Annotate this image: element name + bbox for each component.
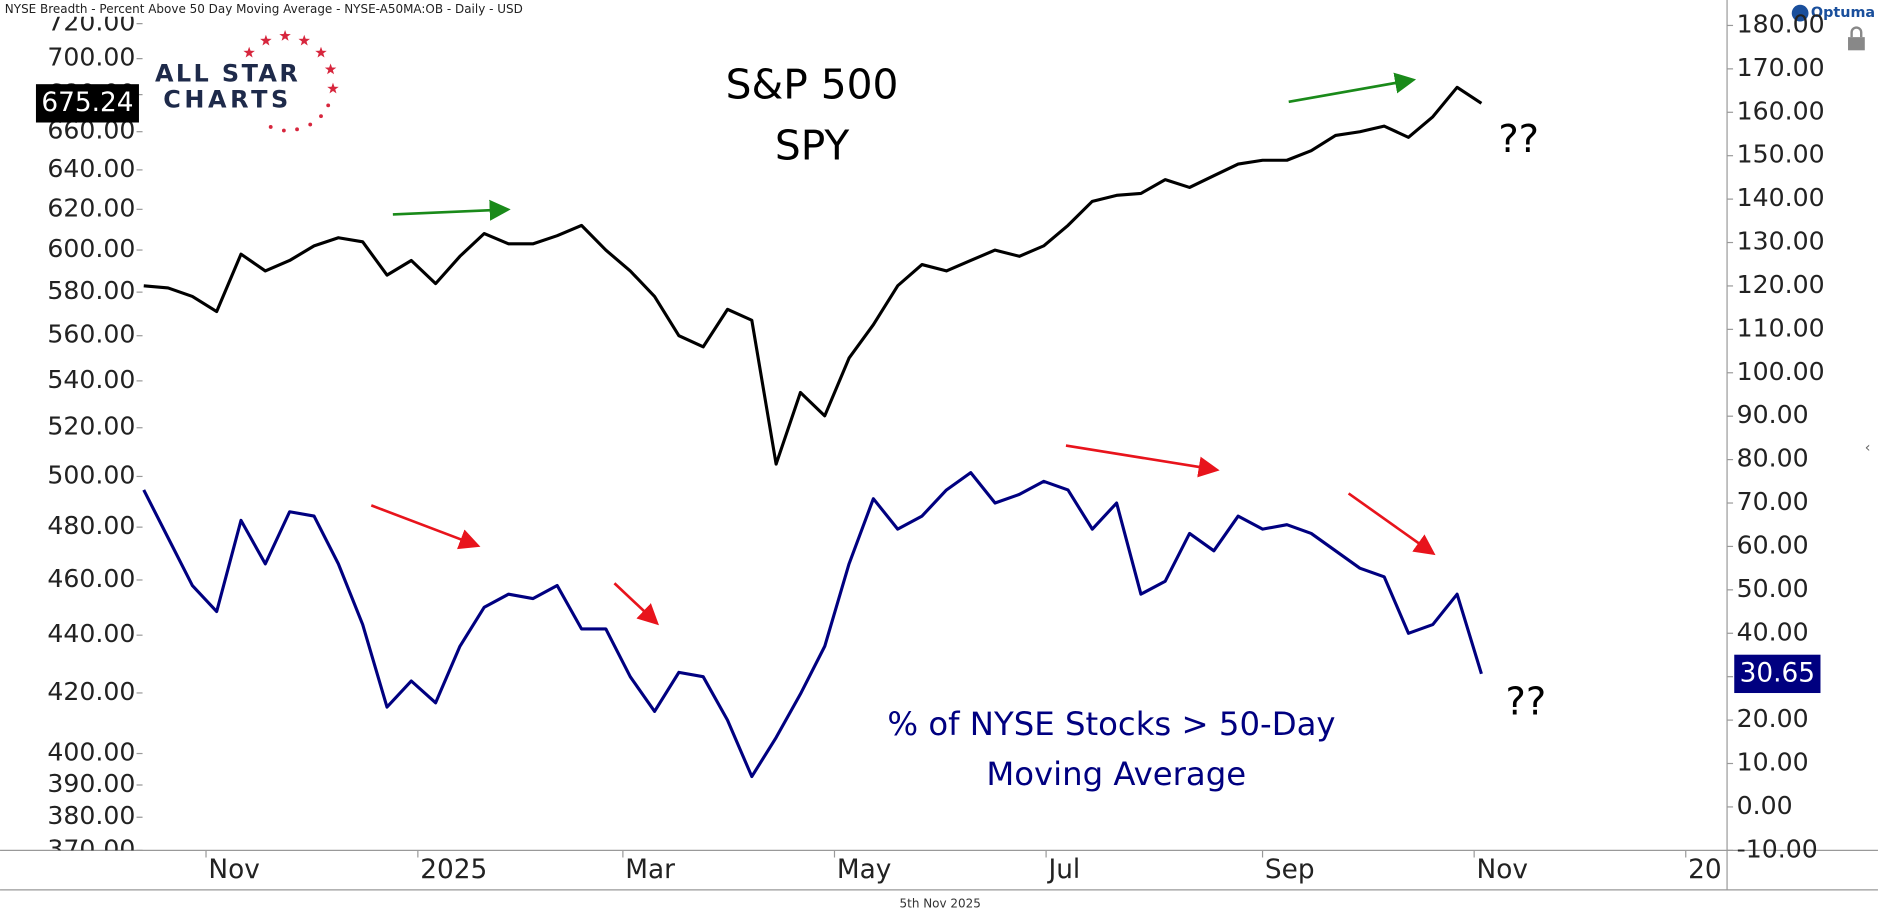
y2-tick-label: 150.00 — [1737, 140, 1825, 169]
y-tick-label: 560.00 — [47, 320, 135, 349]
y-tick-label: 540.00 — [47, 365, 135, 394]
y-tick-label: 390.00 — [47, 769, 135, 798]
header: NYSE Breadth - Percent Above 50 Day Movi… — [5, 2, 523, 16]
y-tick-label: 640.00 — [47, 154, 135, 183]
y2-tick-label: 110.00 — [1737, 313, 1825, 342]
series-line — [143, 85, 1483, 466]
x-tick-label: May — [837, 855, 891, 885]
x-tick-label: Mar — [625, 855, 675, 885]
x-tick-label: Nov — [208, 855, 259, 885]
y-tick-label: 500.00 — [47, 460, 135, 489]
y2-tick-label: 70.00 — [1737, 487, 1809, 516]
y-tick-label: 420.00 — [47, 677, 135, 706]
x-tick-label: Sep — [1265, 855, 1315, 885]
chart-title: S&P 500 — [726, 60, 899, 108]
last-value-label: 30.65 — [1740, 658, 1815, 688]
annotation: % of NYSE Stocks > 50-Day — [887, 705, 1335, 743]
y2-tick-label: 50.00 — [1737, 574, 1809, 603]
frame — [0, 0, 1878, 891]
annotation: ?? — [1498, 117, 1539, 162]
y2-tick-label: 170.00 — [1737, 53, 1825, 82]
y-tick-label: 580.00 — [47, 276, 135, 305]
y-tick-label: 380.00 — [47, 801, 135, 830]
y2-tick-label: 120.00 — [1737, 270, 1825, 299]
x-tick-label: 20 — [1688, 855, 1722, 885]
x-tick-label: 2025 — [420, 855, 487, 885]
y2-tick-label: 60.00 — [1737, 530, 1809, 559]
arrow — [392, 199, 511, 221]
y2-tick-label: 10.00 — [1737, 748, 1809, 777]
y2-tick-label: 0.00 — [1737, 791, 1793, 820]
y-tick-label: 520.00 — [47, 412, 135, 441]
brand-text: Optuma — [1811, 5, 1875, 21]
y-tick-label: 370.00 — [47, 834, 135, 863]
y-tick-label: 480.00 — [47, 511, 135, 540]
last-value-label: 675.24 — [41, 88, 133, 118]
arrow — [613, 582, 659, 626]
chart-title: SPY — [775, 122, 850, 170]
y-tick-label: 620.00 — [47, 193, 135, 222]
y2-axis: -10.000.0010.0020.0030.0040.0050.0060.00… — [1727, 9, 1825, 863]
x-tick-label: Jul — [1046, 855, 1080, 885]
y-tick-label: 700.00 — [47, 43, 135, 72]
annotation: Moving Average — [986, 755, 1246, 793]
lock-icon — [1848, 26, 1865, 51]
y2-tick-label: 100.00 — [1737, 357, 1825, 386]
logo: ALL STAR CHARTS — [155, 29, 339, 133]
last-value-badge — [1734, 654, 1821, 694]
y-tick-label: 720.00 — [47, 8, 135, 37]
y-tick-label: 440.00 — [47, 619, 135, 648]
logo-line: ALL STAR — [155, 59, 300, 87]
arrows — [370, 72, 1436, 626]
x-tick-label: Nov — [1477, 855, 1528, 885]
y-tick-label: 600.00 — [47, 234, 135, 263]
y2-tick-label: 140.00 — [1737, 183, 1825, 212]
y-tick-label: 460.00 — [47, 564, 135, 593]
arrow — [370, 504, 481, 550]
arrow — [1347, 492, 1436, 556]
arrow — [1288, 72, 1417, 104]
y-tick-label: 400.00 — [47, 738, 135, 767]
series-line — [142, 471, 1483, 779]
y2-tick-label: 130.00 — [1737, 227, 1825, 256]
y2-tick-label: 40.00 — [1737, 617, 1809, 646]
y2-tick-label: 90.00 — [1737, 400, 1809, 429]
annotation: ?? — [1506, 680, 1547, 725]
brand: Optuma — [1791, 4, 1875, 22]
y2-tick-label: 160.00 — [1737, 96, 1825, 125]
logo-line: CHARTS — [163, 86, 292, 114]
y2-tick-label: 180.00 — [1737, 9, 1825, 38]
footer: 5th Nov 2025 — [900, 897, 981, 911]
last-value-badge — [35, 84, 139, 123]
y2-tick-label: 20.00 — [1737, 704, 1809, 733]
collapse-toggle[interactable]: ‹ — [1865, 440, 1871, 456]
y2-tick-label: 80.00 — [1737, 444, 1809, 473]
y2-tick-label: -10.00 — [1737, 834, 1818, 863]
arrow — [1065, 444, 1220, 478]
x-axis: Nov 2025 Mar May Jul Sep Nov 20 — [205, 850, 1722, 885]
